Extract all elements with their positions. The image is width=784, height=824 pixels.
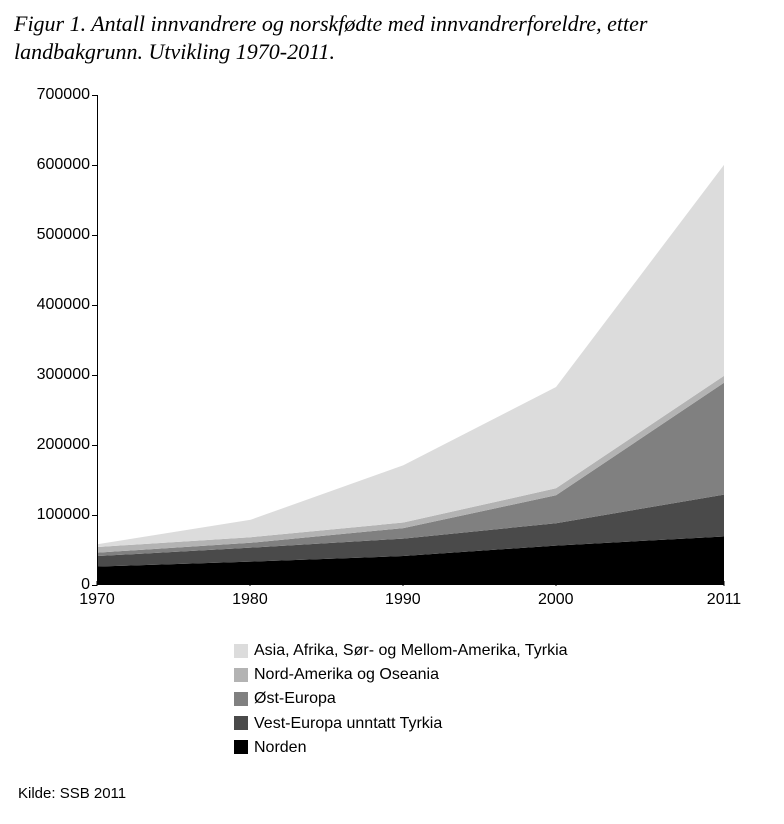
x-tick-label: 2000 (538, 591, 574, 609)
legend-label: Vest-Europa unntatt Tyrkia (254, 712, 442, 735)
legend-label: Asia, Afrika, Sør- og Mellom-Amerika, Ty… (254, 639, 568, 662)
legend-swatch (234, 716, 248, 730)
title-line-1: Figur 1. Antall innvandrere og norskfødt… (14, 11, 647, 36)
title-line-2: landbakgrunn. Utvikling 1970-2011. (14, 39, 335, 64)
x-tick-mark (402, 581, 403, 586)
y-tick-label: 200000 (28, 436, 90, 454)
x-tick-label: 1980 (232, 591, 268, 609)
x-tick-label: 2011 (707, 591, 741, 609)
y-tick-label: 500000 (28, 226, 90, 244)
x-tick-mark (97, 581, 98, 586)
x-axis: 19701980199020002011 (97, 585, 724, 615)
legend-label: Nord-Amerika og Oseania (254, 663, 439, 686)
legend-item: Vest-Europa unntatt Tyrkia (234, 712, 770, 735)
source-text: Kilde: SSB 2011 (18, 785, 770, 802)
y-tick-label: 300000 (28, 366, 90, 384)
chart: 0100000200000300000400000500000600000700… (24, 95, 724, 615)
page: Figur 1. Antall innvandrere og norskfødt… (0, 0, 784, 824)
legend-item: Nord-Amerika og Oseania (234, 663, 770, 686)
x-tick-mark (555, 581, 556, 586)
legend-item: Asia, Afrika, Sør- og Mellom-Amerika, Ty… (234, 639, 770, 662)
x-tick-mark (724, 581, 725, 586)
y-tick-label: 400000 (28, 296, 90, 314)
x-tick-mark (249, 581, 250, 586)
legend: Asia, Afrika, Sør- og Mellom-Amerika, Ty… (234, 639, 770, 759)
legend-swatch (234, 644, 248, 658)
y-tick-label: 100000 (28, 506, 90, 524)
legend-label: Øst-Europa (254, 687, 336, 710)
figure-title: Figur 1. Antall innvandrere og norskfødt… (14, 10, 770, 65)
y-axis: 0100000200000300000400000500000600000700… (24, 95, 94, 615)
x-tick-label: 1990 (385, 591, 421, 609)
legend-swatch (234, 740, 248, 754)
legend-label: Norden (254, 736, 306, 759)
plot-area (97, 95, 724, 585)
x-tick-label: 1970 (79, 591, 115, 609)
legend-swatch (234, 692, 248, 706)
y-tick-label: 700000 (28, 86, 90, 104)
legend-item: Norden (234, 736, 770, 759)
legend-swatch (234, 668, 248, 682)
y-tick-label: 600000 (28, 156, 90, 174)
legend-item: Øst-Europa (234, 687, 770, 710)
area-svg (98, 95, 724, 584)
